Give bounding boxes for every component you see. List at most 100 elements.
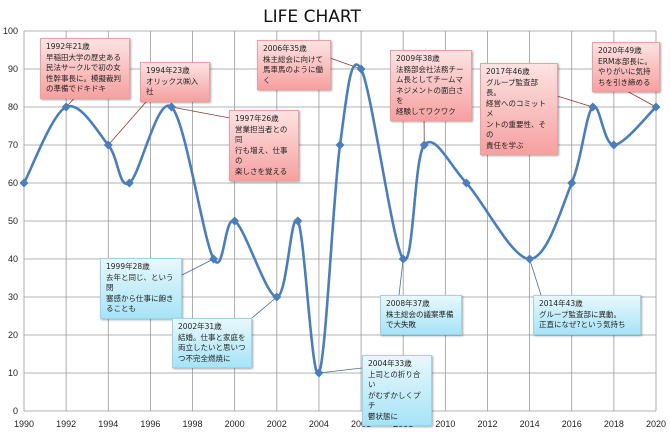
annotation-text: ントの重要性、その [486, 119, 546, 140]
x-tick-label: 2006 [351, 419, 371, 429]
x-tick-label: 2000 [225, 419, 245, 429]
annotation-heading: 1994年23歳 [146, 66, 190, 75]
annotation-heading: 2008年37歳 [386, 299, 430, 308]
annotation-heading: 2006年35歳 [263, 44, 307, 53]
x-tick-label: 1992 [56, 419, 76, 429]
annotation-text: グループ監査部に異動。 [539, 309, 622, 319]
x-tick-label: 1998 [183, 419, 203, 429]
data-point-marker [567, 178, 577, 188]
annotation-text: 行も増え、仕事の [235, 145, 288, 166]
x-tick-label: 2012 [477, 419, 497, 429]
annotation-leader-line [398, 258, 404, 296]
x-tick-label: 1990 [14, 419, 34, 429]
annotation-leader-line [171, 106, 231, 119]
y-tick-label: 10 [8, 368, 18, 378]
annotation-2014: 2014年43歳 グループ監査部に異動。 正直になぜ?という気持ち [533, 295, 641, 335]
annotation-heading: 2009年38歳 [396, 54, 440, 63]
annotation-text: ネジメントの面白さを [396, 85, 464, 106]
annotation-leader-line [318, 367, 363, 374]
annotation-text: 民法サークルで初の女 [46, 63, 121, 72]
annotation-text: 性幹事長に。模擬裁判 [46, 73, 121, 83]
annotation-text: がむずかしくプチ [368, 390, 421, 411]
y-tick-label: 100 [3, 26, 18, 36]
data-point-marker [588, 102, 598, 112]
annotation-leader-line [181, 258, 214, 276]
annotation-text: つ不完全燃焼に [178, 353, 231, 363]
data-point-marker [209, 254, 219, 264]
data-point-marker [398, 254, 408, 264]
x-tick-label: 2014 [520, 419, 540, 429]
data-point-marker [124, 178, 134, 188]
annotation-text: 早稲田大学の歴史ある [46, 52, 121, 62]
y-tick-label: 90 [8, 64, 18, 74]
data-point-marker [356, 64, 366, 74]
annotation-text: 塞感から仕事に飽き [106, 293, 174, 303]
annotation-2017: 2017年46歳 グループ監査部長。 経営へのコミットメ ントの重要性、その 責任を学ぶ [480, 63, 558, 155]
x-tick-label: 1994 [98, 419, 118, 429]
annotation-text: 正直になぜ?という気持ち [539, 320, 626, 329]
y-tick-label: 30 [8, 292, 18, 302]
annotation-text: オリックス㈱入社 [146, 76, 199, 97]
annotation-heading: 1999年28歳 [106, 262, 150, 271]
x-tick-label: 2016 [562, 419, 582, 429]
annotation-leader-line [329, 57, 362, 70]
annotation-text: の準備でドキドキ [46, 84, 106, 93]
y-tick-label: 70 [8, 140, 18, 150]
chart-title: LIFE CHART [263, 7, 361, 27]
data-point-marker [272, 292, 282, 302]
annotation-leader-line [556, 95, 593, 108]
data-point-marker [230, 216, 240, 226]
data-point-marker [651, 102, 661, 112]
annotation-text: グループ監査部長。 [486, 77, 539, 98]
annotation-heading: 2020年49歳 [598, 46, 642, 55]
annotation-text: 責任を学ぶ [486, 140, 524, 150]
annotation-text: 鬱状態に [368, 411, 398, 421]
annotation-leader-line [624, 89, 657, 108]
annotation-text: 馬車馬のように働く [263, 65, 323, 85]
data-point-marker [419, 140, 429, 150]
x-tick-label: 2010 [435, 419, 455, 429]
annotation-text: 株主総会に向けて [263, 54, 323, 64]
annotation-text: やりがいに気持 [598, 67, 651, 76]
y-tick-label: 80 [8, 102, 18, 112]
annotation-text: 両立したいと思いつ [178, 343, 246, 352]
annotation-heading: 2004年33歳 [368, 359, 412, 368]
annotation-heading: 1992年21歳 [46, 42, 90, 51]
annotation-heading: 1997年26歳 [235, 114, 279, 123]
x-tick-label: 2020 [646, 419, 666, 429]
annotation-text: 株主総会の議案準備 [386, 309, 454, 319]
annotation-1992: 1992年21歳 早稲田大学の歴史ある 民法サークルで初の女 性幹事長に。模擬裁判 の準… [40, 38, 130, 99]
annotation-text: ることも [106, 304, 136, 313]
annotation-1994: 1994年23歳 オリックス㈱入社 [140, 62, 210, 102]
annotation-text: 楽しさを覚える [235, 166, 288, 176]
annotation-2020: 2020年49歳 ERM本部長に。 やりがいに気持 ちを引き締める [592, 42, 660, 92]
x-tick-label: 2018 [604, 419, 624, 429]
data-point-marker [293, 216, 303, 226]
data-point-marker [609, 140, 619, 150]
data-point-marker [314, 368, 324, 378]
annotation-leader-line [529, 258, 542, 296]
annotation-2006: 2006年35歳 株主総会に向けて 馬車馬のように働く [257, 40, 331, 90]
annotation-text: 営業担当者との同 [235, 124, 288, 145]
data-point-marker [525, 254, 535, 264]
annotation-text: 経験してワクワク [396, 106, 456, 116]
annotation-2009: 2009年38歳 法務部会社法務チー ム長としてチームマ ネジメントの面白さを 経験して… [390, 50, 472, 121]
annotation-text: ム長としてチームマ [396, 75, 464, 84]
y-tick-label: 0 [13, 406, 18, 416]
data-point-marker [166, 102, 176, 112]
annotation-leader-line [251, 296, 278, 319]
annotation-text: 法務部会社法務チー [396, 64, 464, 74]
annotation-1999: 1999年28歳 去年と同じ、という閉 塞感から仕事に飽き ることも [100, 258, 182, 319]
y-tick-label: 40 [8, 254, 18, 264]
data-point-marker [103, 140, 113, 150]
data-point-marker [61, 102, 71, 112]
annotation-1997: 1997年26歳 営業担当者との同 行も増え、仕事の 楽しさを覚える [229, 110, 299, 181]
x-tick-label: 2002 [267, 419, 287, 429]
annotation-text: ちを引き締める [598, 77, 651, 87]
data-point-marker [461, 178, 471, 188]
annotation-heading: 2017年46歳 [486, 67, 530, 76]
data-point-marker [335, 140, 345, 150]
annotation-text: 結婚。仕事と家庭を [178, 332, 246, 342]
annotation-text: 経営へのコミットメ [486, 98, 546, 119]
